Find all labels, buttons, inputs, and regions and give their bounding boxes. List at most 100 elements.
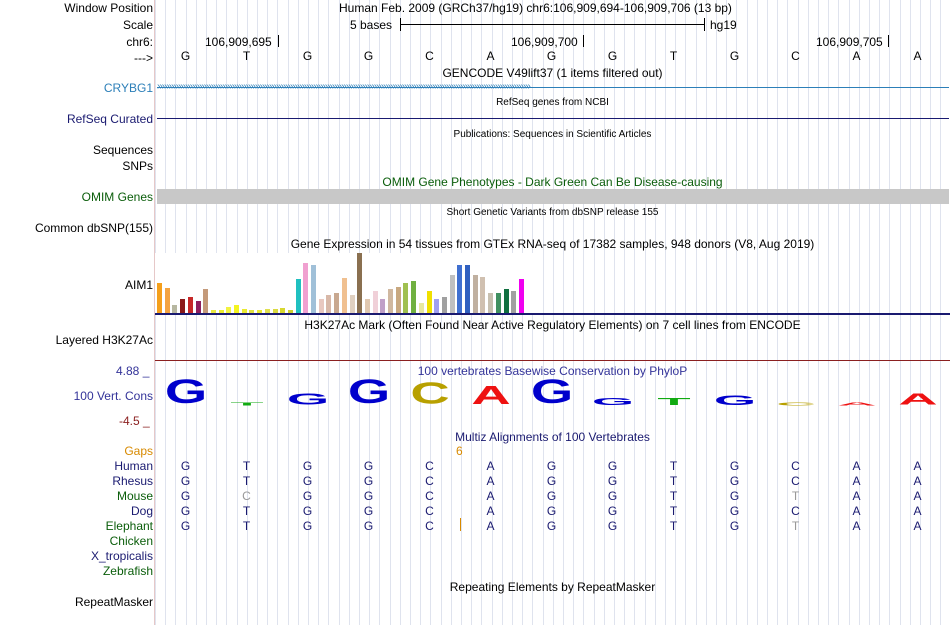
alignment-base: G (546, 519, 557, 533)
grid-line (573, 0, 575, 625)
omim-label[interactable]: OMIM Genes (81, 190, 153, 204)
gtex-tissue-bar[interactable] (280, 308, 286, 313)
species-label[interactable]: Human (114, 459, 153, 473)
gtex-tissue-bar[interactable] (418, 303, 424, 313)
gtex-tissue-bar[interactable] (195, 301, 201, 313)
gtex-tissue-bar[interactable] (488, 293, 494, 313)
gtex-tissue-bar[interactable] (441, 297, 447, 313)
alignment-base: A (913, 489, 922, 503)
snps-label[interactable]: SNPs (122, 159, 153, 173)
gtex-tissue-bar[interactable] (157, 283, 162, 313)
strand-chevrons: ››››››››››››››››››››››››››››››››››››››››… (157, 81, 531, 92)
gtex-tissue-bar[interactable] (503, 289, 509, 313)
alignment-base: G (363, 519, 374, 533)
gtex-tissue-bar[interactable] (257, 310, 263, 313)
gtex-tissue-bar[interactable] (241, 309, 247, 313)
gencode-title: GENCODE V49lift37 (1 items filtered out) (442, 66, 663, 80)
grid-line (695, 0, 697, 625)
gtex-tissue-bar[interactable] (164, 288, 170, 313)
gtex-tissue-bar[interactable] (380, 299, 386, 313)
alignment-base: G (180, 504, 191, 518)
gtex-tissue-bar[interactable] (295, 279, 301, 313)
grid-line (807, 0, 809, 625)
alignment-base: T (242, 504, 251, 518)
alignment-base: G (607, 504, 618, 518)
refseq-label[interactable]: RefSeq Curated (66, 112, 153, 126)
species-label[interactable]: Mouse (116, 489, 153, 503)
base-letter: G (546, 49, 557, 63)
gtex-tissue-bar[interactable] (234, 305, 239, 313)
gtex-tissue-bar[interactable] (210, 310, 216, 313)
alignment-base: T (669, 489, 678, 503)
base-letter: G (363, 49, 374, 63)
species-label[interactable]: Elephant (105, 519, 153, 533)
species-label[interactable]: Rhesus (112, 474, 153, 488)
gaps-label: Gaps (124, 444, 153, 458)
gtex-tissue-bar[interactable] (411, 281, 417, 313)
gtex-tissue-bar[interactable] (364, 299, 370, 313)
species-label[interactable]: Chicken (109, 534, 153, 548)
gtex-tissue-bar[interactable] (334, 293, 340, 313)
omim-gene-bar[interactable] (157, 189, 949, 204)
gtex-tissue-bar[interactable] (495, 293, 501, 313)
gtex-tissue-bar[interactable] (388, 289, 393, 313)
gtex-tissue-bar[interactable] (426, 291, 432, 313)
base-letter: G (729, 49, 740, 63)
gtex-tissue-bar[interactable] (203, 289, 209, 313)
alignment-base: G (302, 519, 313, 533)
gtex-tissue-bar[interactable] (287, 310, 293, 313)
gtex-tissue-bar[interactable] (372, 291, 378, 313)
grid-line (552, 0, 554, 625)
gtex-tissue-bar[interactable] (318, 299, 324, 313)
species-label[interactable]: X_tropicalis (90, 549, 153, 563)
alignment-base: A (486, 459, 495, 473)
gtex-tissue-bar[interactable] (180, 299, 186, 313)
alignment-base: T (791, 489, 800, 503)
gtex-tissue-bar[interactable] (434, 299, 440, 313)
gtex-tissue-bar[interactable] (172, 305, 178, 313)
gtex-tissue-bar[interactable] (357, 253, 363, 313)
sequences-label[interactable]: Sequences (92, 143, 153, 157)
h3k27ac-label[interactable]: Layered H3K27Ac (55, 333, 153, 347)
gtex-label[interactable]: AIM1 (124, 278, 153, 292)
h3k27ac-title: H3K27Ac Mark (Often Found Near Active Re… (304, 318, 801, 332)
scale-bar (400, 24, 705, 25)
grid-line (787, 0, 789, 625)
gtex-tissue-bar[interactable] (465, 265, 470, 313)
crybg1-gene-line[interactable]: ››››››››››››››››››››››››››››››››››››››››… (157, 81, 949, 93)
gtex-tissue-bar[interactable] (326, 295, 332, 313)
gtex-tissue-bar[interactable] (341, 278, 347, 313)
gtex-tissue-bar[interactable] (511, 291, 517, 313)
gtex-bar-chart[interactable] (155, 253, 535, 313)
gtex-tissue-bar[interactable] (457, 265, 463, 313)
gtex-tissue-bar[interactable] (272, 309, 278, 313)
gtex-tissue-bar[interactable] (349, 295, 355, 313)
gtex-tissue-bar[interactable] (303, 263, 309, 313)
gtex-tissue-bar[interactable] (395, 287, 401, 313)
gtex-tissue-bar[interactable] (226, 307, 232, 313)
grid-line (797, 0, 799, 625)
gtex-tissue-bar[interactable] (249, 310, 255, 313)
conservation-letter: G (591, 396, 634, 408)
gtex-tissue-bar[interactable] (449, 275, 455, 313)
gene-label-crybg1[interactable]: CRYBG1 (103, 81, 153, 95)
alignment-base: A (486, 504, 495, 518)
species-label[interactable]: Dog (130, 504, 153, 518)
gtex-tissue-bar[interactable] (480, 277, 486, 313)
repeatmasker-label[interactable]: RepeatMasker (74, 595, 153, 609)
scale-label: Scale (122, 18, 153, 32)
gtex-tissue-bar[interactable] (403, 283, 409, 313)
conservation-label[interactable]: 100 Vert. Cons (73, 389, 153, 403)
gtex-tissue-bar[interactable] (518, 279, 524, 313)
gtex-tissue-bar[interactable] (472, 275, 478, 313)
conservation-letter: T (229, 402, 264, 407)
dbsnp-label[interactable]: Common dbSNP(155) (34, 221, 153, 235)
gtex-tissue-bar[interactable] (187, 297, 193, 313)
gtex-tissue-bar[interactable] (264, 309, 270, 313)
alignment-base: T (242, 474, 251, 488)
refseq-gene-line[interactable] (157, 118, 949, 119)
species-label[interactable]: Zebrafish (102, 564, 153, 578)
gtex-tissue-bar[interactable] (218, 310, 224, 313)
gtex-tissue-bar[interactable] (311, 265, 316, 313)
